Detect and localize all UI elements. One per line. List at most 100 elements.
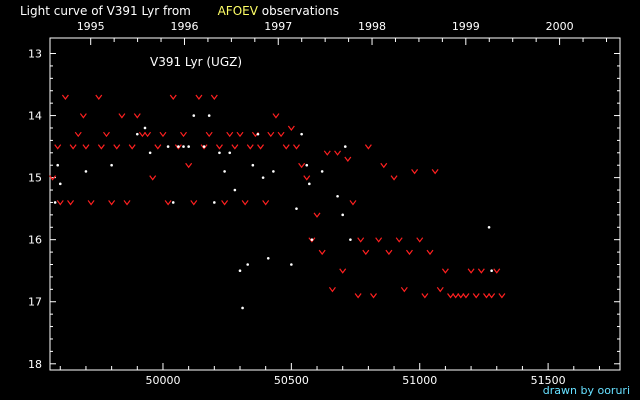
- fainter-than-mark: [97, 144, 105, 150]
- fainter-than-mark: [364, 144, 372, 150]
- fainter-than-mark: [375, 237, 383, 243]
- fainter-than-mark: [354, 293, 362, 299]
- fainter-than-mark: [82, 144, 90, 150]
- observation-point: [487, 225, 491, 229]
- observation-point: [310, 238, 314, 241]
- observation-point: [110, 163, 113, 167]
- observation-point: [182, 145, 185, 148]
- fainter-than-mark: [334, 150, 342, 156]
- fainter-than-mark: [118, 113, 126, 119]
- observation-point: [308, 182, 311, 186]
- observation-point: [202, 145, 206, 148]
- y-tick-label: 16: [28, 234, 42, 247]
- observation-point: [246, 263, 250, 266]
- fainter-than-mark: [200, 144, 208, 150]
- observation-point: [218, 151, 221, 155]
- y-tick-label: 14: [28, 110, 42, 123]
- fainter-than-mark: [323, 150, 331, 156]
- fainter-than-mark: [69, 144, 77, 150]
- fainter-than-mark: [164, 200, 172, 206]
- fainter-than-mark: [226, 131, 234, 138]
- chart-title: Light curve of V391 Lyr from AFOEV obser…: [20, 4, 339, 18]
- observation-point: [272, 170, 275, 173]
- observation-point: [53, 201, 57, 204]
- fainter-than-mark: [431, 169, 439, 175]
- fainter-than-mark: [483, 293, 490, 299]
- observation-point: [295, 207, 298, 210]
- observation-point: [187, 145, 190, 148]
- observation-point: [305, 163, 309, 167]
- fainter-than-mark: [452, 293, 460, 299]
- fainter-than-mark: [87, 200, 95, 206]
- fainter-than-mark: [205, 131, 213, 138]
- object-annotation: V391 Lyr (UGZ): [150, 55, 242, 69]
- observation-point: [148, 151, 152, 155]
- fainter-than-mark: [103, 131, 110, 138]
- fainter-than-mark: [370, 293, 377, 299]
- fainter-than-mark: [357, 237, 365, 243]
- fainter-than-mark: [339, 268, 347, 274]
- fainter-than-mark: [328, 286, 336, 293]
- y-tick-label: 17: [28, 296, 42, 309]
- fainter-than-mark: [477, 268, 485, 274]
- fainter-than-mark: [123, 200, 131, 206]
- fainter-than-mark: [174, 144, 182, 150]
- observation-point: [320, 170, 324, 173]
- fainter-than-mark: [349, 200, 357, 206]
- observation-point: [223, 170, 226, 173]
- observation-point: [241, 306, 244, 310]
- fainter-than-mark: [282, 144, 290, 150]
- fainter-than-mark: [385, 249, 393, 256]
- fainter-than-mark: [215, 144, 223, 150]
- y-tick-label: 13: [28, 48, 42, 61]
- fainter-than-mark: [441, 268, 449, 274]
- fainter-than-mark: [231, 144, 239, 150]
- observation-point: [251, 163, 255, 167]
- observation-point: [238, 269, 242, 273]
- fainter-than-mark: [180, 131, 187, 138]
- observation-point: [207, 114, 211, 117]
- fainter-than-mark: [303, 175, 311, 181]
- fainter-than-mark: [210, 94, 218, 100]
- fainter-than-mark: [221, 200, 229, 206]
- x-tick-label: 51500: [531, 374, 566, 387]
- fainter-than-mark: [467, 268, 475, 274]
- observation-point: [192, 114, 196, 117]
- fainter-than-mark: [488, 293, 496, 299]
- fainter-than-mark: [95, 94, 103, 100]
- fainter-than-mark: [277, 131, 285, 138]
- fainter-than-mark: [272, 113, 280, 119]
- fainter-than-mark: [144, 131, 152, 138]
- fainter-than-mark: [195, 94, 203, 100]
- fainter-than-mark: [457, 293, 465, 299]
- plot-frame: [49, 37, 621, 371]
- fainter-than-mark: [67, 200, 75, 206]
- fainter-than-mark: [154, 144, 162, 150]
- fainter-than-mark: [74, 131, 82, 138]
- fainter-than-mark: [113, 144, 121, 150]
- title-left: Light curve of V391 Lyr from: [20, 4, 191, 18]
- year-tick-label: 1997: [264, 20, 292, 33]
- observation-point: [56, 163, 60, 167]
- fainter-than-mark: [287, 125, 295, 131]
- observation-point: [171, 201, 175, 204]
- observation-point: [143, 126, 147, 130]
- fainter-than-mark: [241, 200, 249, 206]
- fainter-than-mark: [344, 156, 352, 163]
- fainter-than-mark: [185, 162, 193, 169]
- year-tick-label: 1995: [77, 20, 105, 33]
- credit-label: drawn by ooruri: [542, 384, 630, 397]
- fainter-than-mark: [426, 249, 434, 256]
- fainter-than-mark: [128, 144, 136, 150]
- fainter-than-mark: [49, 175, 57, 181]
- fainter-than-mark: [61, 94, 69, 100]
- fainter-than-mark: [400, 286, 408, 293]
- fainter-than-mark: [54, 144, 62, 150]
- observation-point: [266, 256, 270, 260]
- observation-point: [261, 176, 265, 179]
- fainter-than-mark: [298, 162, 306, 169]
- year-tick-label: 1999: [452, 20, 480, 33]
- x-tick-label: 51000: [402, 374, 437, 387]
- fainter-than-mark: [472, 293, 480, 299]
